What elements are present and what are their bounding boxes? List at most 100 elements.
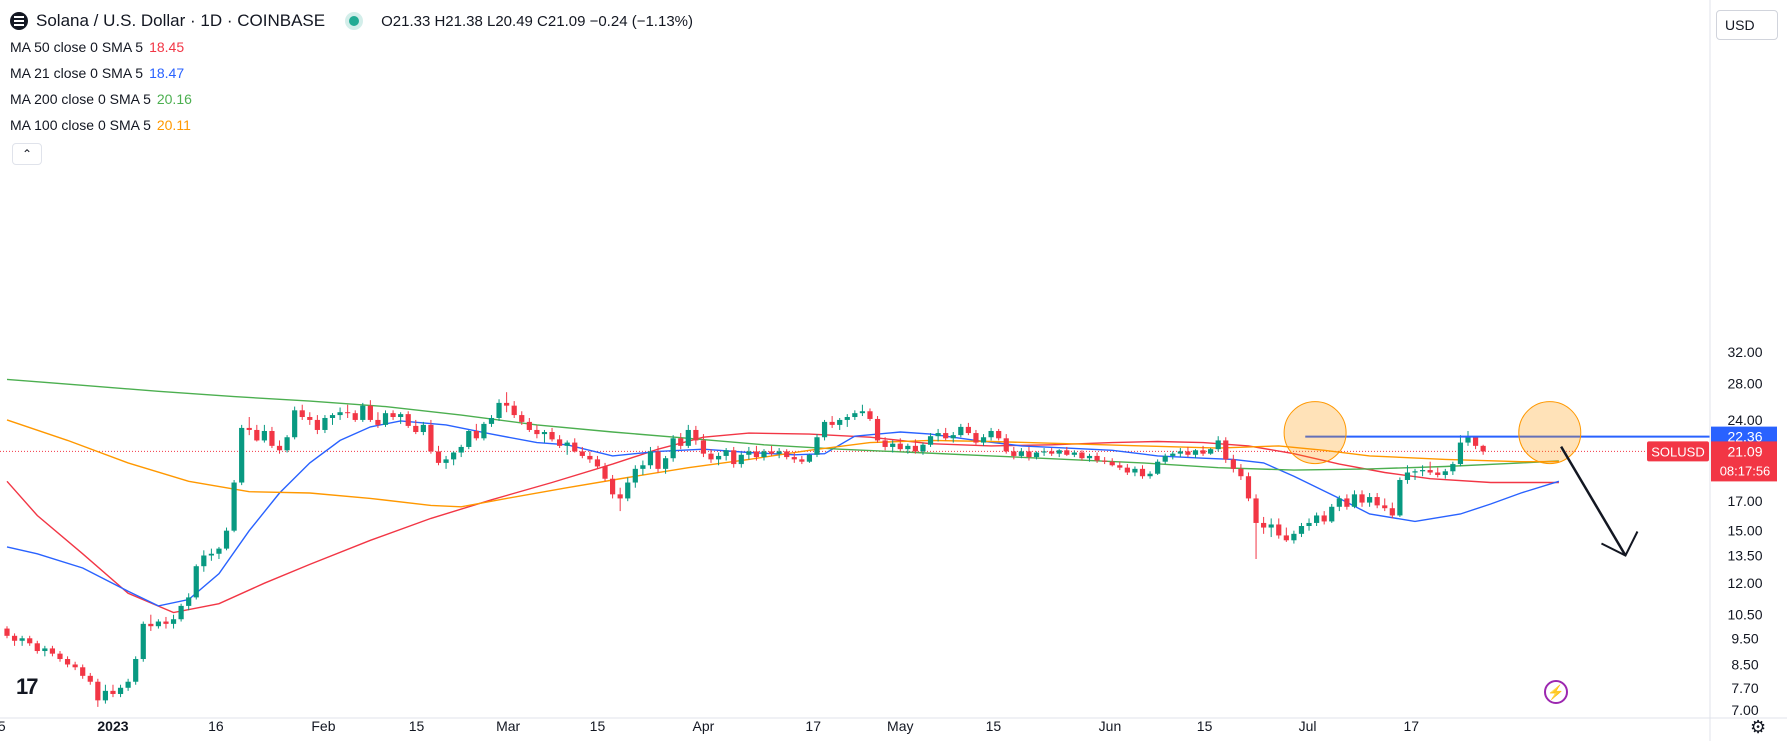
candle-body [155, 621, 161, 627]
candle [844, 414, 850, 427]
candle [1011, 446, 1017, 460]
currency-label: USD [1725, 17, 1755, 33]
lightning-icon[interactable]: ⚡ [1544, 680, 1568, 704]
candle-body [685, 429, 691, 446]
candle-body [1147, 473, 1153, 477]
candle-body [996, 430, 1002, 439]
candle [1238, 464, 1244, 480]
candle-body [1306, 522, 1312, 527]
time-tick-label: 2023 [97, 718, 128, 734]
candle [352, 410, 358, 422]
candle-body [594, 459, 601, 467]
gear-icon[interactable]: ⚙ [1750, 717, 1767, 737]
candle-body [170, 619, 177, 624]
candle [973, 429, 979, 445]
candle [1450, 461, 1456, 475]
market-status-icon [349, 16, 360, 26]
candle [874, 416, 881, 443]
candle [958, 423, 964, 438]
collapse-legend-button[interactable]: ⌃ [12, 143, 42, 165]
candle-body [632, 468, 638, 483]
indicator-label: MA 200 close 0 SMA 5 [10, 91, 151, 107]
tradingview-logo-icon[interactable]: 17 [16, 674, 39, 699]
candle-body [1162, 455, 1168, 462]
candle [1283, 527, 1289, 542]
candle [322, 415, 328, 434]
candle [564, 440, 570, 455]
candle-body [1117, 465, 1123, 468]
candle-body [1472, 437, 1479, 446]
candle [382, 410, 389, 427]
candle-body [852, 413, 858, 418]
candle-body [647, 451, 654, 466]
indicator-ma200[interactable]: MA 200 close 0 SMA 5 20.16 [10, 86, 693, 112]
ohlc-values: O21.33 H21.38 L20.49 C21.09 −0.24 (−1.13… [381, 12, 693, 30]
candle-body [261, 430, 267, 441]
candle [572, 438, 578, 453]
candle-body [1261, 522, 1267, 528]
candle [246, 417, 252, 436]
candle [1018, 448, 1024, 459]
candle-body [1230, 459, 1236, 469]
indicator-value: 20.11 [156, 117, 191, 133]
candle [1435, 467, 1441, 478]
candle-body [806, 454, 813, 462]
symbol-badge: SOLUSD [1647, 441, 1709, 462]
candle [685, 424, 691, 449]
candle [443, 455, 449, 469]
candle-body [1442, 471, 1448, 475]
candle [1412, 468, 1418, 480]
candle [784, 449, 790, 460]
symbol-title[interactable]: Solana / U.S. Dollar · 1D · COINBASE [36, 11, 326, 30]
candle-body [481, 423, 487, 439]
candle-body [1139, 468, 1146, 477]
candle [488, 415, 495, 427]
candle-body [587, 455, 593, 460]
price-tick-label: 24.00 [1727, 412, 1762, 428]
candle-body [1457, 442, 1464, 465]
candle [216, 546, 222, 560]
candle [413, 419, 419, 435]
candle [594, 455, 601, 469]
candle-body [382, 413, 389, 425]
candle-body [133, 659, 139, 682]
candle-body [723, 450, 729, 456]
candle [1480, 444, 1486, 455]
last-price-label: 21.09 [1727, 443, 1762, 459]
candle-body [950, 435, 956, 439]
candle-body [768, 451, 775, 454]
candle [458, 444, 464, 458]
candle [1177, 448, 1183, 458]
price-tick-label: 32.00 [1727, 344, 1762, 360]
candle-body [1268, 524, 1274, 528]
candle-body [1056, 450, 1062, 454]
candle [163, 616, 169, 629]
candle [610, 474, 616, 499]
candle-body [269, 430, 275, 446]
candle-body [776, 451, 782, 454]
candle [1056, 449, 1062, 458]
indicator-ma100[interactable]: MA 100 close 0 SMA 5 20.11 [10, 112, 693, 138]
candle [337, 407, 343, 420]
indicator-ma50[interactable]: MA 50 close 0 SMA 5 18.45 [10, 34, 693, 60]
candle-body [655, 451, 661, 469]
candle [890, 440, 896, 453]
candle-body [451, 452, 457, 460]
currency-selector[interactable]: USD [1716, 10, 1778, 40]
candle-body [208, 553, 214, 556]
candle-body [420, 424, 426, 433]
candle-body [715, 455, 722, 460]
candle [670, 435, 676, 462]
candle [27, 635, 33, 646]
candle [125, 678, 131, 691]
candle [579, 446, 585, 459]
candle [1404, 465, 1411, 484]
candle [276, 440, 283, 454]
indicator-ma21[interactable]: MA 21 close 0 SMA 5 18.47 [10, 60, 693, 86]
candle-body [307, 417, 313, 420]
candle-body [814, 437, 820, 455]
candle [367, 400, 373, 422]
candle [1351, 490, 1358, 509]
candle-body [1003, 438, 1009, 452]
